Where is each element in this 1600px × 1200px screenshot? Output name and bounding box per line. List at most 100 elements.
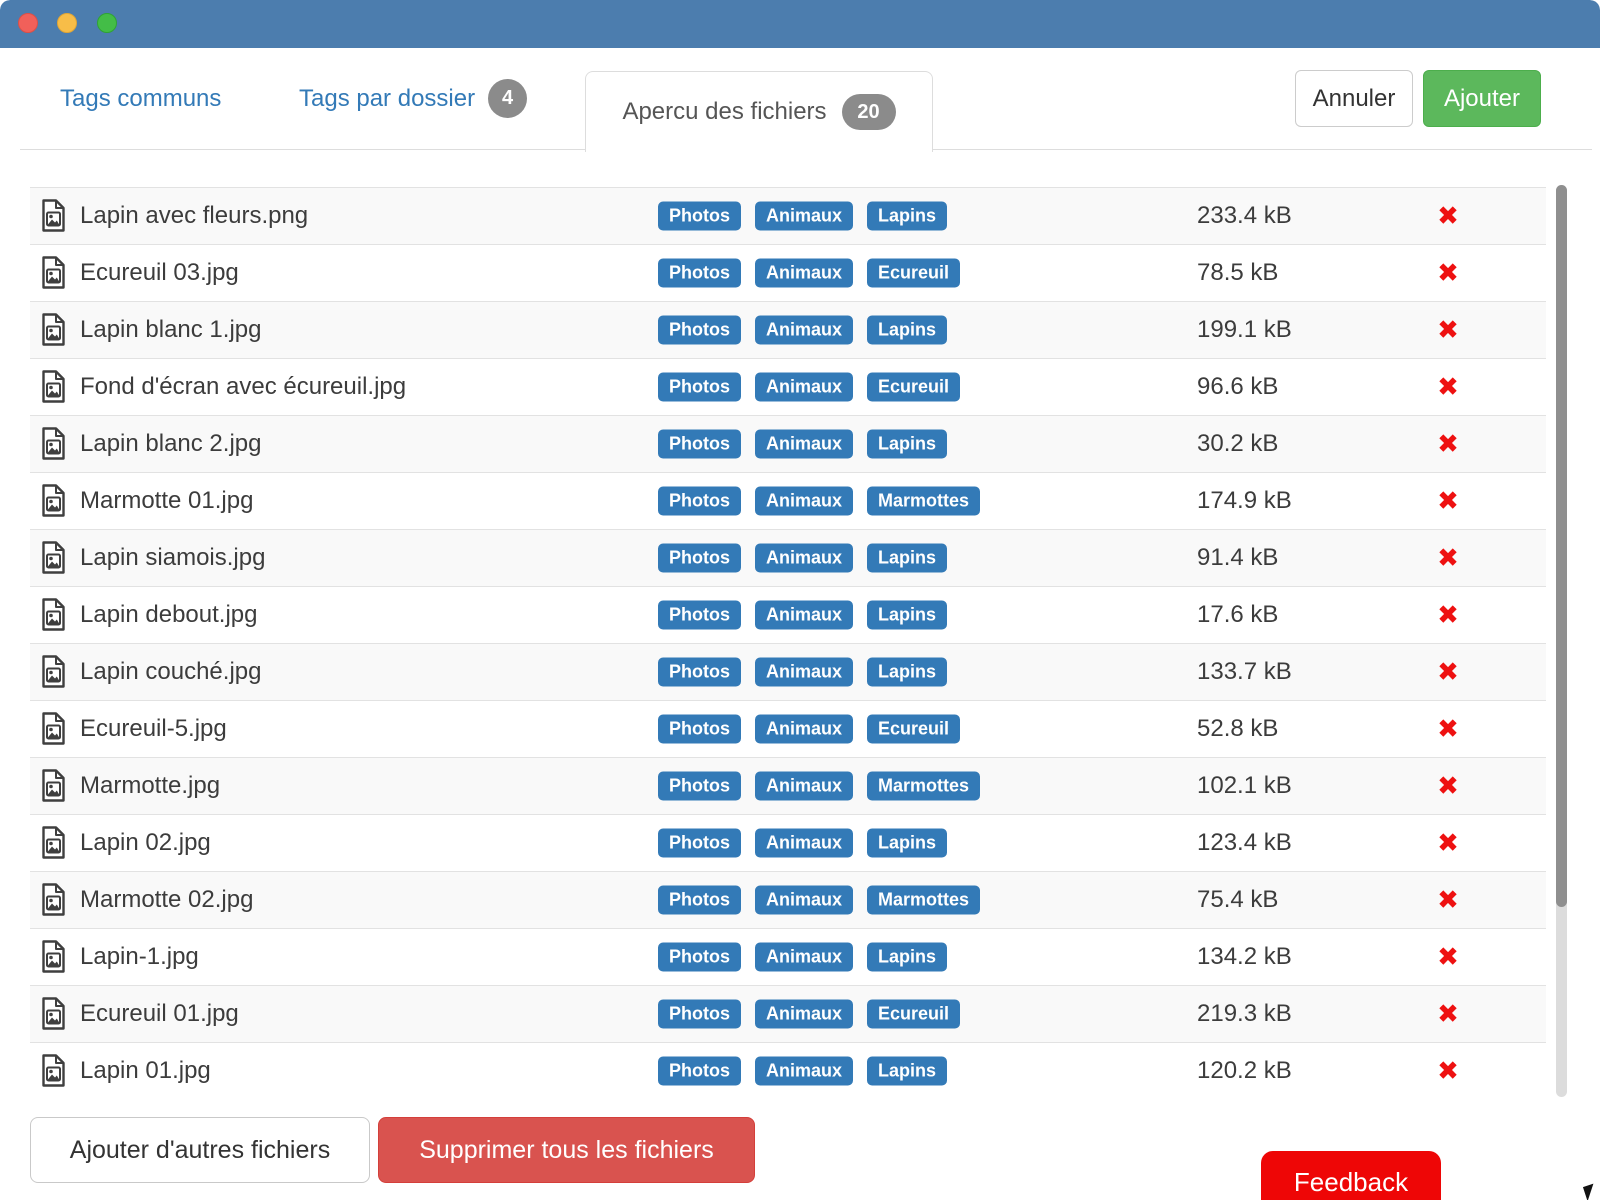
file-row: Lapin 01.jpg Photos Animaux Lapins 120.2 kB ✖ (30, 1042, 1546, 1088)
header: Tags communs Tags par dossier 4 Apercu d… (0, 48, 1600, 152)
tag-badge: Animaux (755, 543, 854, 573)
file-tags: Photos Animaux Lapins (658, 1056, 948, 1086)
file-tags: Photos Animaux Lapins (658, 600, 948, 630)
delete-file-button[interactable]: ✖ (1437, 1055, 1459, 1086)
file-name: Ecureuil-5.jpg (80, 715, 227, 742)
file-tags: Photos Animaux Lapins (658, 657, 948, 687)
delete-file-button[interactable]: ✖ (1437, 257, 1459, 288)
file-image-icon (40, 484, 67, 522)
file-tags: Photos Animaux Ecureuil (658, 999, 961, 1029)
tag-badge: Animaux (755, 942, 854, 972)
add-button[interactable]: Ajouter (1423, 70, 1541, 127)
file-row: Lapin avec fleurs.png Photos Animaux Lapins… (30, 187, 1546, 244)
tag-badge: Animaux (755, 771, 854, 801)
tag-badge: Animaux (755, 600, 854, 630)
file-image-icon (42, 997, 65, 1030)
tag-badge: Photos (658, 486, 741, 516)
tag-badge: Lapins (867, 429, 948, 459)
delete-file-button[interactable]: ✖ (1437, 371, 1459, 402)
delete-file-button[interactable]: ✖ (1437, 998, 1459, 1029)
tag-badge: Marmottes (867, 771, 981, 801)
file-image-icon (42, 769, 65, 802)
tab-tags-par-dossier[interactable]: Tags par dossier 4 (299, 48, 528, 149)
delete-file-button[interactable]: ✖ (1437, 542, 1459, 573)
tag-badge: Animaux (755, 657, 854, 687)
zoom-window-button[interactable] (97, 13, 117, 33)
file-tags: Photos Animaux Ecureuil (658, 372, 961, 402)
file-image-icon (40, 883, 67, 921)
delete-file-button[interactable]: ✖ (1437, 770, 1459, 801)
scrollbar-thumb[interactable] (1556, 185, 1567, 907)
scrollbar-track[interactable] (1556, 185, 1567, 1097)
tag-badge: Ecureuil (867, 372, 961, 402)
file-name: Lapin avec fleurs.png (80, 202, 309, 229)
tab-tags-communs[interactable]: Tags communs (60, 48, 221, 149)
file-row: Ecureuil 03.jpg Photos Animaux Ecureuil 78.5… (30, 244, 1546, 301)
delete-file-button[interactable]: ✖ (1437, 884, 1459, 915)
titlebar (0, 0, 1600, 48)
tag-badge: Photos (658, 315, 741, 345)
minimize-window-button[interactable] (57, 13, 77, 33)
delete-file-button[interactable]: ✖ (1437, 599, 1459, 630)
tag-badge: Animaux (755, 714, 854, 744)
tag-badge: Photos (658, 201, 741, 231)
file-tags: Photos Animaux Lapins (658, 201, 948, 231)
delete-file-button[interactable]: ✖ (1437, 314, 1459, 345)
file-image-icon (40, 199, 67, 237)
file-row: Lapin debout.jpg Photos Animaux Lapins 17.6 … (30, 586, 1546, 643)
tag-badge: Photos (658, 885, 741, 915)
delete-file-button[interactable]: ✖ (1437, 656, 1459, 687)
file-size: 199.1 kB (1197, 316, 1292, 343)
delete-file-button[interactable]: ✖ (1437, 200, 1459, 231)
delete-file-button[interactable]: ✖ (1437, 827, 1459, 858)
file-row: Lapin blanc 1.jpg Photos Animaux Lapins 199.… (30, 301, 1546, 358)
file-image-icon (40, 1054, 67, 1088)
file-size: 30.2 kB (1197, 430, 1279, 457)
file-image-icon (42, 256, 65, 289)
add-more-files-button[interactable]: Ajouter d'autres fichiers (30, 1117, 370, 1183)
file-image-icon (40, 598, 67, 636)
tag-badge: Lapins (867, 1056, 948, 1086)
file-size: 134.2 kB (1197, 943, 1292, 970)
file-image-icon (42, 712, 65, 745)
tag-badge: Photos (658, 258, 741, 288)
delete-file-button[interactable]: ✖ (1437, 713, 1459, 744)
tag-badge: Animaux (755, 429, 854, 459)
delete-file-button[interactable]: ✖ (1437, 485, 1459, 516)
file-tags: Photos Animaux Marmottes (658, 486, 981, 516)
file-image-icon (40, 940, 67, 978)
tag-badge: Photos (658, 657, 741, 687)
tag-badge: Animaux (755, 315, 854, 345)
close-window-button[interactable] (18, 13, 38, 33)
feedback-button[interactable]: Feedback (1261, 1151, 1441, 1200)
tag-badge: Photos (658, 771, 741, 801)
delete-all-files-button[interactable]: Supprimer tous les fichiers (378, 1117, 755, 1183)
tag-badge: Marmottes (867, 486, 981, 516)
file-row: Lapin siamois.jpg Photos Animaux Lapins 91.4… (30, 529, 1546, 586)
tag-badge: Lapins (867, 657, 948, 687)
file-tags: Photos Animaux Lapins (658, 942, 948, 972)
file-name: Marmotte 01.jpg (80, 487, 254, 514)
file-row: Lapin 02.jpg Photos Animaux Lapins 123.4 kB ✖ (30, 814, 1546, 871)
file-row: Marmotte 02.jpg Photos Animaux Marmottes 75.… (30, 871, 1546, 928)
file-size: 75.4 kB (1197, 886, 1279, 913)
file-row: Lapin-1.jpg Photos Animaux Lapins 134.2 kB ✖ (30, 928, 1546, 985)
delete-file-button[interactable]: ✖ (1437, 941, 1459, 972)
tag-badge: Ecureuil (867, 258, 961, 288)
file-size: 174.9 kB (1197, 487, 1292, 514)
file-row: Fond d'écran avec écureuil.jpg Photos Anim… (30, 358, 1546, 415)
file-image-icon (42, 313, 65, 346)
file-size: 133.7 kB (1197, 658, 1292, 685)
cancel-button[interactable]: Annuler (1295, 70, 1413, 127)
file-tags: Photos Animaux Lapins (658, 828, 948, 858)
tab-count-badge: 20 (841, 94, 896, 130)
file-image-icon (42, 826, 65, 859)
file-size: 91.4 kB (1197, 544, 1279, 571)
tag-badge: Animaux (755, 201, 854, 231)
tab-apercu-des-fichiers[interactable]: Apercu des fichiers 20 (585, 71, 933, 152)
file-row: Marmotte 01.jpg Photos Animaux Marmottes 174… (30, 472, 1546, 529)
tag-badge: Photos (658, 543, 741, 573)
delete-file-button[interactable]: ✖ (1437, 428, 1459, 459)
file-image-icon (42, 655, 65, 688)
tag-badge: Animaux (755, 372, 854, 402)
